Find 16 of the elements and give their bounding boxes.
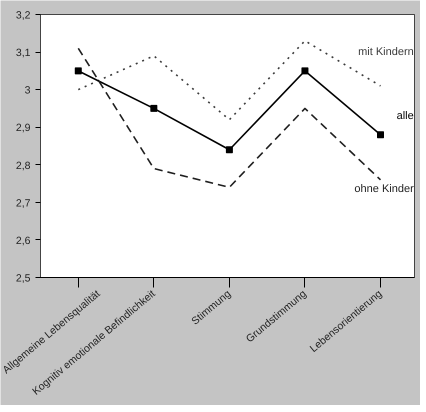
point	[301, 67, 308, 74]
y-tick-label: 2,5	[16, 272, 31, 284]
point	[150, 104, 158, 112]
point	[377, 131, 384, 138]
y-tick-label: 3	[24, 84, 31, 97]
series-label: alle	[396, 110, 414, 122]
point	[74, 67, 82, 74]
series-label: mit Kindern	[358, 46, 414, 58]
point	[226, 146, 233, 154]
y-tick-label: 2,8	[16, 160, 31, 172]
y-tick-label: 2,6	[16, 234, 31, 247]
y-tick-label: 3,1	[16, 47, 31, 60]
series-label: ohne Kinder	[354, 183, 414, 196]
y-tick-label: 3,2	[16, 10, 31, 22]
y-tick-label: 2,9	[16, 122, 31, 134]
y-tick-label: 2,7	[16, 197, 31, 210]
